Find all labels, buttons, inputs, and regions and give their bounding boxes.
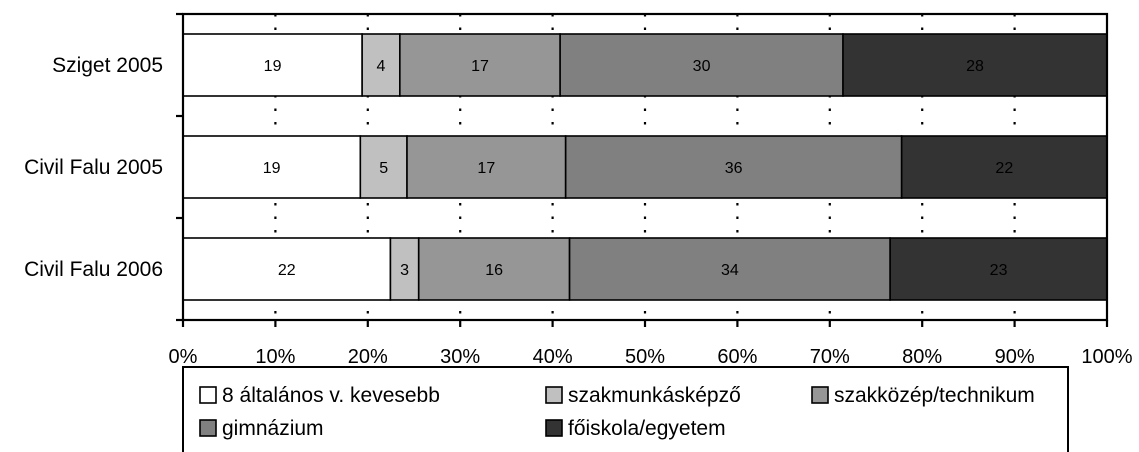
legend: 8 általános v. kevesebb szakmunkásképző sz… xyxy=(182,366,1069,452)
data-label: 36 xyxy=(725,160,743,177)
x-tick-label: 80% xyxy=(902,346,942,368)
data-label: 5 xyxy=(379,160,388,177)
bar-segment xyxy=(359,135,408,199)
data-label: 34 xyxy=(721,262,739,279)
x-tick-label: 100% xyxy=(1081,346,1132,368)
legend-swatch xyxy=(545,419,563,437)
bar-segment xyxy=(564,135,903,199)
x-tick-label: 50% xyxy=(625,346,665,368)
x-tick-label: 30% xyxy=(440,346,480,368)
legend-swatch xyxy=(545,386,563,404)
data-label: 17 xyxy=(477,160,495,177)
legend-swatch xyxy=(811,386,829,404)
data-label: 19 xyxy=(263,160,281,177)
data-label: 22 xyxy=(278,262,296,279)
data-label: 19 xyxy=(264,58,282,75)
legend-swatch xyxy=(199,386,217,404)
x-tick-label: 40% xyxy=(533,346,573,368)
axes xyxy=(176,12,1109,327)
bar-segment xyxy=(182,33,363,97)
x-tick-label: 20% xyxy=(348,346,388,368)
data-label: 30 xyxy=(693,58,711,75)
bar-segment xyxy=(900,135,1108,199)
category-labels: Sziget 2005 Civil Falu 2005 Civil Falu 200… xyxy=(24,54,163,281)
data-label: 16 xyxy=(485,262,503,279)
legend-label: szakmunkásképző xyxy=(568,384,741,407)
bar-segment xyxy=(568,237,891,301)
legend-label: főiskola/egyetem xyxy=(568,417,726,440)
bar-segment xyxy=(559,33,844,97)
category-label: Civil Falu 2005 xyxy=(24,156,163,179)
bars: 19 4 17 30 28 19 5 17 36 22 22 3 16 34 23 xyxy=(182,33,1108,301)
data-label: 4 xyxy=(377,58,386,75)
x-tick-label: 0% xyxy=(169,346,198,368)
x-tick-label: 90% xyxy=(995,346,1035,368)
legend-label: gimnázium xyxy=(222,417,324,440)
x-tick-label: 10% xyxy=(255,346,295,368)
data-label: 28 xyxy=(966,58,984,75)
legend-box xyxy=(182,366,1069,452)
category-label: Sziget 2005 xyxy=(52,54,163,77)
data-label: 3 xyxy=(400,262,409,279)
bar-segment xyxy=(842,33,1108,97)
legend-label: szakközép/technikum xyxy=(834,384,1035,407)
x-tick-labels: 0% 10% 20% 30% 40% 50% 60% 70% 80% 90% 100% xyxy=(169,346,1133,368)
data-label: 22 xyxy=(995,160,1013,177)
legend-swatch xyxy=(199,419,217,437)
x-tick-label: 70% xyxy=(810,346,850,368)
bar-segment xyxy=(389,237,420,301)
bar-segment xyxy=(406,135,567,199)
bar-segment xyxy=(399,33,561,97)
bar-segment xyxy=(361,33,401,97)
x-tick-label: 60% xyxy=(717,346,757,368)
data-label: 17 xyxy=(471,58,489,75)
bar-segment xyxy=(417,237,571,301)
data-label: 23 xyxy=(990,262,1008,279)
category-label: Civil Falu 2006 xyxy=(24,258,163,281)
legend-label: 8 általános v. kevesebb xyxy=(222,384,440,407)
